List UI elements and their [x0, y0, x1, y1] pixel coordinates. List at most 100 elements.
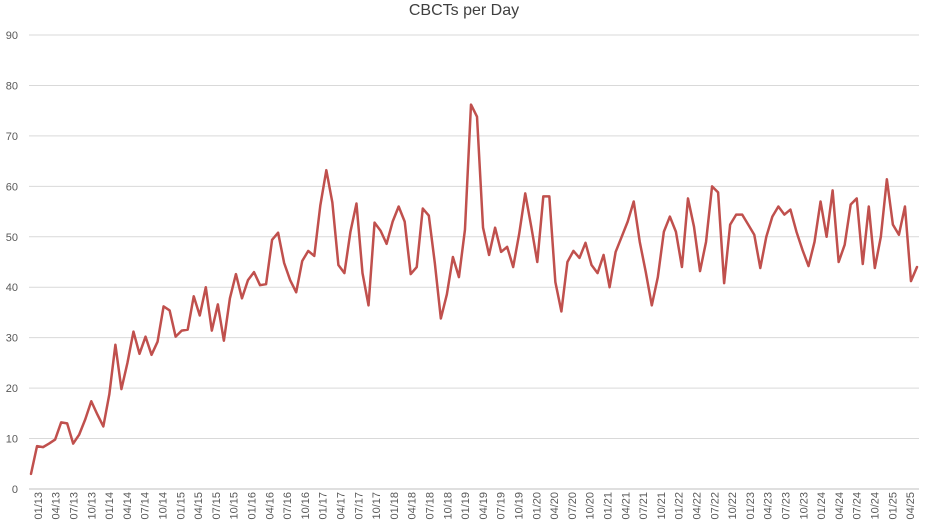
x-tick-label: 10/23 — [798, 492, 810, 520]
x-tick-label: 10/21 — [656, 492, 668, 520]
data-point — [84, 418, 86, 420]
data-point — [398, 206, 400, 208]
x-tick-label: 04/15 — [193, 492, 205, 520]
x-tick-label: 07/20 — [567, 492, 579, 520]
y-tick-label: 20 — [6, 383, 18, 395]
data-point — [856, 197, 858, 199]
data-point — [458, 276, 460, 278]
data-point — [283, 262, 285, 264]
y-tick-label: 80 — [6, 80, 18, 92]
x-tick-label: 01/21 — [603, 492, 615, 520]
data-point — [60, 421, 62, 423]
data-point — [217, 303, 219, 305]
x-tick-label: 07/14 — [140, 492, 152, 520]
data-point — [187, 329, 189, 331]
data-point — [554, 281, 556, 283]
x-tick-label: 04/16 — [264, 492, 276, 520]
data-point — [699, 270, 701, 272]
data-point — [349, 231, 351, 233]
data-point — [518, 233, 520, 235]
data-point — [633, 200, 635, 202]
data-point — [265, 283, 267, 285]
data-point — [500, 251, 502, 253]
data-point — [277, 232, 279, 234]
data-point — [578, 257, 580, 259]
x-tick-label: 10/20 — [585, 492, 597, 520]
x-tick-label: 07/22 — [709, 492, 721, 520]
data-point — [494, 227, 496, 229]
data-point — [434, 262, 436, 264]
data-point — [898, 234, 900, 236]
data-point — [880, 236, 882, 238]
data-point — [422, 208, 424, 210]
data-point — [838, 261, 840, 263]
data-point — [428, 215, 430, 217]
data-point — [102, 425, 104, 427]
x-tick-label: 01/19 — [460, 492, 472, 520]
data-point — [874, 267, 876, 269]
x-tick-label: 01/17 — [318, 492, 330, 520]
data-point — [157, 341, 159, 343]
data-point — [910, 280, 912, 282]
x-tick-label: 07/18 — [425, 492, 437, 520]
data-point — [72, 443, 74, 445]
x-tick-label: 01/23 — [745, 492, 757, 520]
data-point — [343, 272, 345, 274]
data-point — [289, 279, 291, 281]
data-point — [536, 261, 538, 263]
data-point — [253, 271, 255, 273]
data-point — [735, 214, 737, 216]
data-point — [597, 272, 599, 274]
data-point — [138, 353, 140, 355]
data-point — [235, 273, 237, 275]
data-point — [325, 169, 327, 171]
data-point — [36, 445, 38, 447]
x-tick-label: 01/13 — [33, 492, 45, 520]
data-point — [645, 271, 647, 273]
data-point — [114, 344, 116, 346]
data-point — [832, 189, 834, 191]
data-point — [319, 205, 321, 207]
data-point — [301, 260, 303, 262]
data-point — [868, 206, 870, 208]
x-tick-label: 10/22 — [727, 492, 739, 520]
x-tick-label: 01/22 — [674, 492, 686, 520]
data-point — [814, 241, 816, 243]
data-point — [247, 279, 249, 281]
x-tick-label: 01/14 — [104, 492, 116, 520]
x-tick-label: 01/15 — [175, 492, 187, 520]
data-point — [621, 236, 623, 238]
data-point — [313, 255, 315, 257]
data-point — [361, 272, 363, 274]
data-point — [126, 362, 128, 364]
x-tick-label: 01/24 — [816, 492, 828, 520]
data-point — [753, 234, 755, 236]
x-tick-label: 07/23 — [781, 492, 793, 520]
data-point — [374, 222, 376, 224]
data-point — [386, 243, 388, 245]
data-point — [548, 195, 550, 197]
data-point — [199, 314, 201, 316]
data-point — [795, 231, 797, 233]
data-point — [331, 201, 333, 203]
y-tick-label: 70 — [6, 131, 18, 143]
data-point — [862, 263, 864, 265]
data-point — [771, 216, 773, 218]
data-point — [585, 242, 587, 244]
data-point — [48, 443, 50, 445]
data-point — [566, 261, 568, 263]
data-point — [808, 265, 810, 267]
x-tick-label: 04/24 — [834, 492, 846, 520]
data-point — [223, 340, 225, 342]
data-point — [307, 250, 309, 252]
data-point — [259, 284, 261, 286]
data-point — [145, 336, 147, 338]
data-point — [163, 305, 165, 307]
data-point — [96, 413, 98, 415]
data-point — [452, 256, 454, 258]
data-point — [789, 209, 791, 211]
x-tick-label: 07/17 — [353, 492, 365, 520]
data-point — [380, 230, 382, 232]
x-tick-label: 07/16 — [282, 492, 294, 520]
